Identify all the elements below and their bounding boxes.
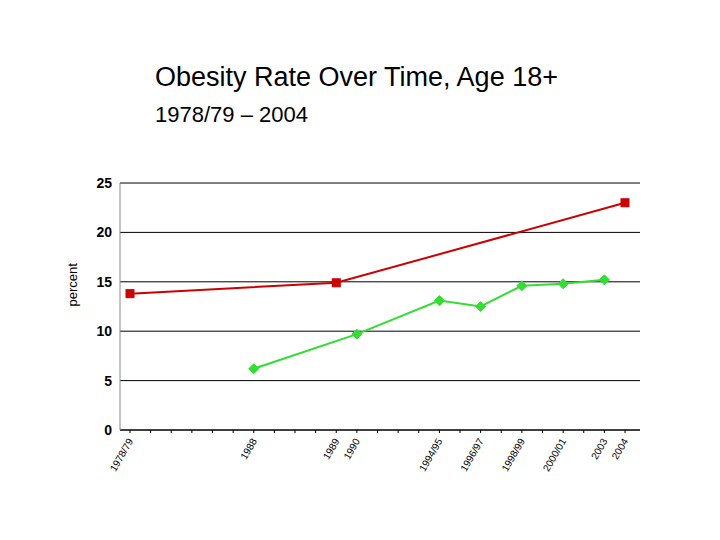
svg-text:15: 15 [96,274,112,290]
svg-text:1994/95: 1994/95 [417,436,445,473]
html-text:Obesity Rate Over Time, Age 18: Obesity Rate Over Time, Age 18+ [155,62,558,92]
svg-text:2004: 2004 [610,436,631,461]
svg-text:percent: percent [65,263,80,307]
svg-text:1996/97: 1996/97 [458,436,486,473]
svg-text:10: 10 [96,323,112,339]
svg-text:25: 25 [96,175,112,191]
svg-text:2003: 2003 [589,436,610,461]
svg-text:1978/79: 1978/79 [108,436,136,473]
svg-text:0: 0 [104,422,112,438]
svg-text:20: 20 [96,224,112,240]
svg-text:1989: 1989 [321,436,342,461]
svg-text:1990: 1990 [341,436,362,461]
html-text:1978/79 – 2004: 1978/79 – 2004 [155,102,308,127]
svg-text:1998/99: 1998/99 [499,436,527,473]
svg-text:5: 5 [104,373,112,389]
svg-text:2000/01: 2000/01 [541,436,569,473]
svg-text:1988: 1988 [238,436,259,461]
